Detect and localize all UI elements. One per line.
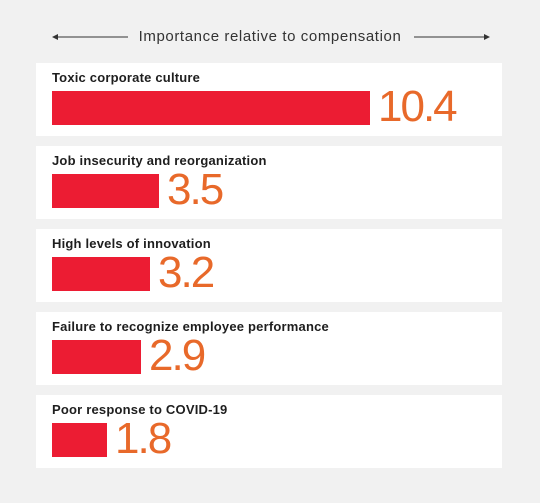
arrow-left-icon (52, 34, 128, 40)
chart-header: Importance relative to compensation (0, 0, 540, 70)
arrow-right-icon (414, 34, 490, 40)
chart-title: Importance relative to compensation (138, 28, 402, 45)
bar-card: Failure to recognize employee performanc… (36, 312, 502, 385)
bar (52, 423, 107, 457)
value-label: 3.5 (167, 165, 224, 214)
bar (52, 91, 370, 125)
bar (52, 257, 150, 291)
category-label: Poor response to COVID-19 (52, 402, 228, 417)
bar (52, 174, 159, 208)
bar-card: High levels of innovation 3.2 (36, 229, 502, 302)
value-label: 1.8 (115, 414, 172, 463)
category-label: Toxic corporate culture (52, 70, 201, 85)
category-label: Failure to recognize employee performanc… (52, 319, 329, 334)
category-label: High levels of innovation (52, 236, 211, 251)
bar-card: Toxic corporate culture 10.4 (36, 63, 502, 136)
bar-card: Job insecurity and reorganization 3.5 (36, 146, 502, 219)
value-label: 3.2 (158, 248, 215, 297)
bar-card: Poor response to COVID-19 1.8 (36, 395, 502, 468)
category-label: Job insecurity and reorganization (52, 153, 267, 168)
value-label: 10.4 (378, 82, 458, 131)
bar (52, 340, 141, 374)
value-label: 2.9 (149, 331, 206, 380)
